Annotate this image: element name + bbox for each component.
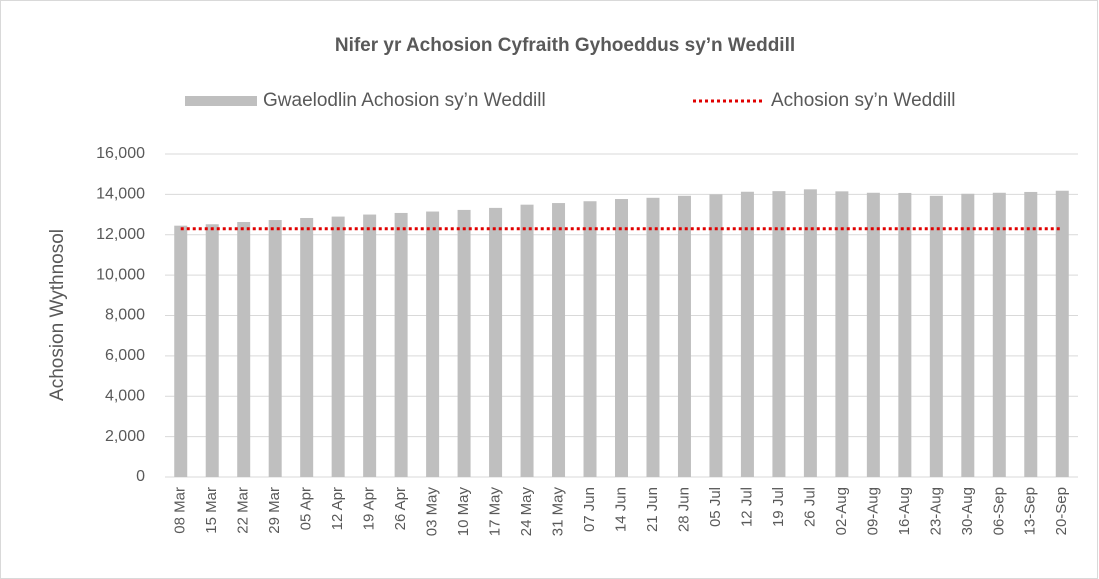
y-tick-label: 10,000 [96, 266, 145, 283]
bar [457, 209, 471, 477]
bar [331, 216, 345, 478]
bar [898, 192, 912, 478]
bar [835, 191, 849, 478]
x-tick-label: 26 Apr [392, 487, 409, 530]
x-tick-label: 20-Sep [1053, 487, 1070, 535]
x-tick-label: 19 Jul [770, 487, 787, 527]
bar [363, 214, 377, 477]
x-tick-label: 16-Aug [896, 487, 913, 535]
x-tick-label: 03 May [424, 487, 441, 537]
x-tick-label: 12 Apr [329, 487, 346, 530]
x-tick-label: 13-Sep [1022, 487, 1039, 535]
x-tick-label: 28 Jun [675, 487, 692, 532]
x-tick-label: 29 Mar [266, 487, 283, 534]
bar [866, 192, 880, 477]
x-tick-label: 14 Jun [612, 487, 629, 532]
bar [1024, 191, 1038, 477]
x-tick-label: 21 Jun [644, 487, 661, 532]
x-tick-label: 08 Mar [172, 487, 189, 534]
x-tick-label: 07 Jun [581, 487, 598, 532]
y-axis-label: Achosion Wythnosol [47, 229, 68, 401]
bar [803, 189, 817, 477]
x-tick-label: 31 May [550, 487, 567, 537]
chart-title: Nifer yr Achosion Cyfraith Gyhoeddus sy’… [335, 35, 795, 56]
y-tick-label: 16,000 [96, 145, 145, 162]
x-tick-label: 19 Apr [361, 487, 378, 530]
x-tick-label: 05 Apr [298, 487, 315, 530]
x-tick-label: 17 May [487, 487, 504, 537]
bar [520, 204, 534, 477]
x-tick-label: 26 Jul [801, 487, 818, 527]
bar [677, 195, 691, 477]
y-tick-label: 14,000 [96, 186, 145, 203]
bar [709, 194, 723, 477]
bar [961, 193, 975, 477]
bar [772, 191, 786, 477]
x-tick-label: 05 Jul [707, 487, 724, 527]
x-tick-label: 23-Aug [927, 487, 944, 535]
bar [929, 195, 943, 477]
y-tick-label: 8,000 [105, 307, 145, 324]
x-tick-label: 12 Jul [738, 487, 755, 527]
x-tick-label: 10 May [455, 487, 472, 537]
y-tick-label: 4,000 [105, 387, 145, 404]
y-tick-label: 12,000 [96, 226, 145, 243]
bar [740, 191, 754, 478]
bar [300, 217, 314, 477]
bar [394, 212, 408, 477]
bar [583, 201, 597, 477]
x-tick-label: 30-Aug [959, 487, 976, 535]
bar [552, 203, 566, 478]
y-tick-label: 0 [136, 468, 145, 485]
y-tick-label: 6,000 [105, 347, 145, 364]
legend-label: Gwaelodlin Achosion sy’n Weddill [263, 90, 546, 111]
x-tick-label: 06-Sep [990, 487, 1007, 535]
bar [237, 222, 251, 477]
bar [615, 199, 628, 477]
bar [489, 207, 503, 477]
x-tick-label: 22 Mar [235, 487, 252, 534]
legend-swatch [185, 96, 257, 106]
x-tick-label: 02-Aug [833, 487, 850, 535]
legend-label: Achosion sy’n Weddill [771, 90, 955, 111]
bar [426, 211, 440, 478]
bar [205, 224, 219, 477]
x-tick-label: 15 Mar [203, 487, 220, 534]
bar [992, 192, 1006, 477]
bar [1055, 190, 1069, 477]
bar [646, 197, 660, 477]
bar [268, 220, 282, 477]
x-tick-label: 09-Aug [864, 487, 881, 535]
x-tick-label: 24 May [518, 487, 535, 537]
bar [174, 225, 188, 477]
y-tick-label: 2,000 [105, 428, 145, 445]
